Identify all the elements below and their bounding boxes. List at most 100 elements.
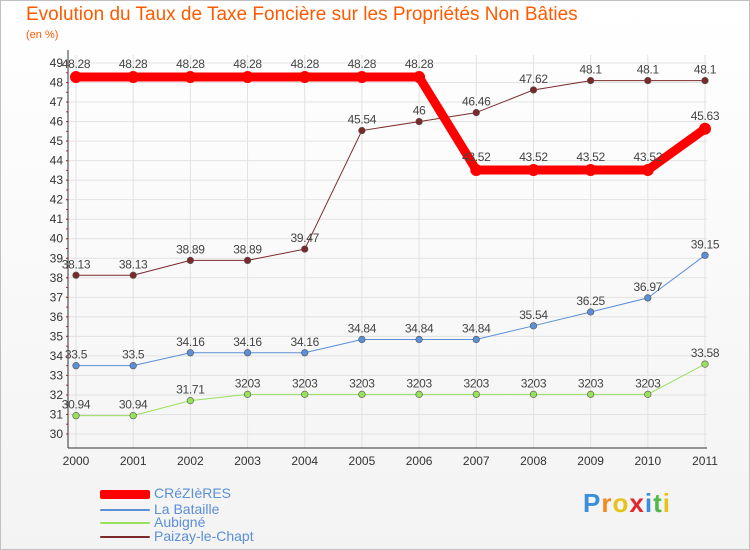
data-label: 3203: [292, 376, 318, 390]
data-point: [301, 245, 309, 253]
data-point: [644, 76, 652, 85]
data-label: 43.52: [576, 150, 605, 164]
data-label: 33.5: [122, 348, 145, 362]
y-tick-label: 48: [50, 76, 64, 90]
legend-swatch-paizay-le-chapt: [100, 536, 150, 538]
y-tick-label: 38: [50, 271, 64, 285]
y-tick-label: 44: [50, 154, 64, 168]
data-label: 48.1: [637, 63, 660, 77]
series-line-1: [75, 254, 706, 367]
data-label: 3203: [521, 376, 547, 390]
data-label: 48.28: [290, 57, 319, 71]
data-point: [129, 362, 137, 370]
data-point: [529, 390, 538, 398]
data-label: 39.15: [691, 237, 720, 251]
data-label: 46: [413, 104, 426, 118]
logo-letter: P: [583, 488, 602, 518]
y-tick-label: 31: [50, 407, 64, 421]
data-point: [127, 71, 140, 84]
data-label: 33.58: [691, 346, 720, 360]
data-label: 35.54: [519, 308, 548, 322]
legend-label-crezieres: CRéZIèRES: [154, 485, 232, 501]
y-tick-label: 30: [50, 427, 64, 441]
data-point: [186, 256, 194, 265]
data-point: [472, 390, 480, 398]
data-point: [527, 164, 540, 177]
y-tick-label: 35: [50, 329, 64, 343]
data-point: [358, 335, 366, 344]
y-tick-label: 42: [50, 193, 64, 207]
data-point: [415, 335, 423, 344]
x-tick-label: 2009: [577, 454, 604, 468]
data-point: [529, 322, 538, 330]
data-label: 45.63: [691, 109, 720, 123]
data-point: [587, 390, 595, 398]
y-tick-label: 47: [50, 95, 64, 109]
data-point: [358, 126, 366, 135]
data-label: 38.89: [233, 242, 262, 256]
y-tick-label: 37: [50, 290, 64, 304]
data-label: 38.13: [62, 257, 91, 271]
data-label: 48.28: [176, 57, 205, 71]
y-tick-label: 41: [50, 212, 64, 226]
data-point: [472, 108, 480, 117]
data-label: 39.47: [290, 231, 319, 245]
data-point: [701, 251, 709, 259]
data-point: [243, 390, 252, 398]
data-point: [129, 271, 137, 279]
logo-letter: t: [653, 488, 663, 518]
x-tick-label: 2006: [406, 454, 433, 468]
chart-title: Evolution du Taux de Taxe Foncière sur l…: [26, 4, 578, 25]
data-point: [415, 390, 423, 398]
data-point: [72, 362, 80, 370]
y-tick-label: 40: [50, 232, 64, 246]
data-label: 3203: [635, 376, 661, 390]
y-tick-label: 36: [50, 310, 64, 324]
data-label: 43.52: [462, 150, 491, 164]
data-label: 48.28: [405, 57, 434, 71]
x-tick-label: 2007: [463, 454, 490, 468]
data-label: 34.84: [462, 321, 491, 335]
data-point: [644, 294, 652, 302]
legend-swatch-crezieres: [100, 490, 150, 499]
data-label: 48.28: [62, 57, 91, 71]
x-tick-label: 2002: [177, 454, 204, 468]
legend-swatch-aubigne: [100, 522, 150, 524]
data-label: 34.16: [290, 335, 319, 349]
data-point: [243, 256, 252, 265]
data-label: 3203: [406, 376, 432, 390]
data-label: 30.94: [62, 398, 91, 412]
data-point: [355, 71, 368, 84]
data-label: 48.28: [119, 57, 148, 71]
data-label: 48.28: [233, 57, 262, 71]
legend-label-aubigne: Aubigné: [154, 514, 206, 530]
data-point: [72, 271, 80, 279]
data-point: [470, 164, 483, 177]
data-label: 3203: [349, 376, 375, 390]
x-tick-label: 2010: [634, 454, 661, 468]
data-point: [72, 412, 80, 420]
data-label: 48.28: [348, 57, 377, 71]
x-tick-label: 2003: [234, 454, 261, 468]
data-label: 3203: [464, 376, 490, 390]
data-point: [301, 390, 309, 398]
logo-letter: i: [662, 488, 671, 518]
data-label: 34.84: [348, 321, 377, 335]
data-point: [186, 349, 194, 357]
series-line-3: [75, 80, 706, 276]
data-label: 48.1: [694, 63, 717, 77]
data-point: [358, 390, 366, 398]
data-label: 36.97: [634, 280, 663, 294]
y-tick-label: 32: [50, 388, 64, 402]
data-point: [584, 164, 597, 177]
legend-swatch-la-bataille: [100, 509, 150, 511]
proxiti-logo: Proxiti: [583, 488, 671, 519]
series-line-0: [71, 72, 710, 175]
unit-label: (en %): [26, 29, 59, 41]
data-label: 34.16: [233, 335, 262, 349]
data-label: 43.52: [634, 150, 663, 164]
data-point: [184, 71, 197, 84]
data-point: [701, 360, 709, 368]
data-label: 47.62: [519, 72, 548, 86]
